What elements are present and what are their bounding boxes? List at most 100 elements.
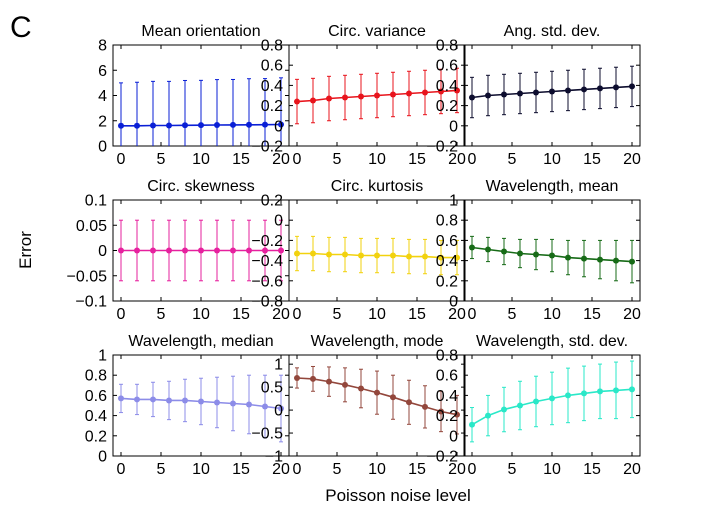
y-tick-label: 0.5 (261, 380, 283, 397)
x-tick-label: 20 (448, 306, 466, 323)
x-tick-label: 20 (448, 461, 466, 478)
y-tick-label: 1 (449, 193, 458, 210)
data-point (597, 256, 603, 263)
data-point (454, 411, 460, 418)
data-point (517, 402, 523, 409)
data-point (326, 378, 332, 385)
data-point (262, 247, 268, 254)
x-tick-label: 10 (192, 306, 210, 323)
data-point (549, 395, 555, 402)
y-tick-label: 0.6 (436, 58, 458, 75)
y-tick-label: −0.8 (251, 294, 283, 311)
x-tick-label: 5 (508, 306, 517, 323)
y-tick-label: 0.4 (261, 78, 283, 95)
y-tick-label: −0.2 (426, 139, 458, 156)
data-point (342, 94, 348, 101)
data-point (262, 121, 268, 128)
y-tick-label: 0 (98, 243, 107, 260)
x-tick-label: 15 (232, 151, 250, 168)
error-bars (470, 360, 634, 443)
data-point (406, 90, 412, 97)
y-tick-label: 0.6 (436, 368, 458, 385)
y-tick-label: 0.8 (436, 38, 458, 55)
data-point (374, 92, 380, 99)
data-point (342, 381, 348, 388)
subplot-title: Wavelength, std. dev. (476, 333, 628, 350)
data-point (246, 247, 252, 254)
data-point (517, 250, 523, 257)
subplot-2: Circ. variance −0.2 0 0.2 0.4 0.6 0.8 0 5 10 15 20 (251, 23, 466, 168)
data-point (406, 399, 412, 406)
y-tick-label: −1 (265, 449, 283, 466)
x-tick-label: 0 (117, 306, 126, 323)
x-tick-label: 0 (293, 461, 302, 478)
y-tick-label: 0 (274, 213, 283, 230)
x-tick-label: 5 (157, 151, 166, 168)
y-tick-label: 0.05 (76, 218, 107, 235)
data-point (214, 122, 220, 129)
subplot-1: Mean orientation 0 2 4 6 8 0 5 10 15 20 (98, 23, 290, 168)
x-tick-label: 5 (333, 306, 342, 323)
subplot-5: Circ. kurtosis−0.8−0.6−0.4−0.200.20 5 10 15… (251, 178, 466, 323)
y-tick-label: −0.05 (67, 268, 108, 285)
x-tick-label: 10 (368, 306, 386, 323)
y-tick-label: 0.8 (436, 348, 458, 365)
subplot-title: Mean orientation (141, 23, 260, 40)
data-point (310, 97, 316, 104)
y-tick-label: 6 (98, 63, 107, 80)
y-tick-label: 4 (98, 88, 107, 105)
y-tick-label: 1 (98, 348, 107, 365)
x-tick-label: 15 (583, 151, 601, 168)
y-tick-label: 0.4 (85, 408, 107, 425)
y-tick-label: 0.2 (261, 98, 283, 115)
data-point (310, 375, 316, 382)
x-tick-label: 0 (117, 461, 126, 478)
x-tick-label: 15 (232, 306, 250, 323)
data-point (166, 397, 172, 404)
data-point (358, 93, 364, 100)
x-axis-label: Poisson noise level (325, 486, 471, 505)
x-tick-label: 5 (333, 461, 342, 478)
data-point (310, 250, 316, 257)
data-point (374, 252, 380, 259)
data-point (214, 399, 220, 406)
x-tick-label: 15 (232, 461, 250, 478)
subplot-title: Wavelength, median (128, 333, 273, 350)
y-tick-label: 0.6 (436, 233, 458, 250)
data-point (454, 87, 460, 94)
x-tick-label: 0 (468, 306, 477, 323)
data-point (278, 405, 284, 412)
data-point (454, 254, 460, 261)
data-point (422, 403, 428, 410)
subplot-title: Circ. variance (328, 23, 426, 40)
data-point (422, 89, 428, 96)
panel-letter: C (10, 11, 32, 44)
x-tick-label: 10 (543, 306, 561, 323)
data-point (182, 247, 188, 254)
data-point (501, 248, 507, 255)
data-point (374, 389, 380, 396)
subplot-title: Circ. kurtosis (331, 178, 423, 195)
data-point (438, 408, 444, 415)
x-tick-label: 20 (272, 151, 290, 168)
data-point (358, 252, 364, 259)
x-tick-label: 0 (468, 151, 477, 168)
subplot-title: Ang. std. dev. (504, 23, 601, 40)
data-point (613, 84, 619, 91)
y-tick-label: 0.2 (85, 428, 107, 445)
data-point (230, 247, 236, 254)
y-tick-label: 0.6 (85, 388, 107, 405)
y-tick-label: 0.8 (261, 38, 283, 55)
data-point (278, 247, 284, 254)
data-point (549, 252, 555, 259)
data-point (150, 247, 156, 254)
y-axis-label: Error (16, 231, 35, 269)
error-bars (295, 365, 459, 435)
data-point (294, 374, 300, 381)
x-tick-label: 20 (272, 461, 290, 478)
data-point (406, 253, 412, 260)
x-tick-label: 10 (368, 461, 386, 478)
data-point (581, 390, 587, 397)
data-point (533, 251, 539, 258)
